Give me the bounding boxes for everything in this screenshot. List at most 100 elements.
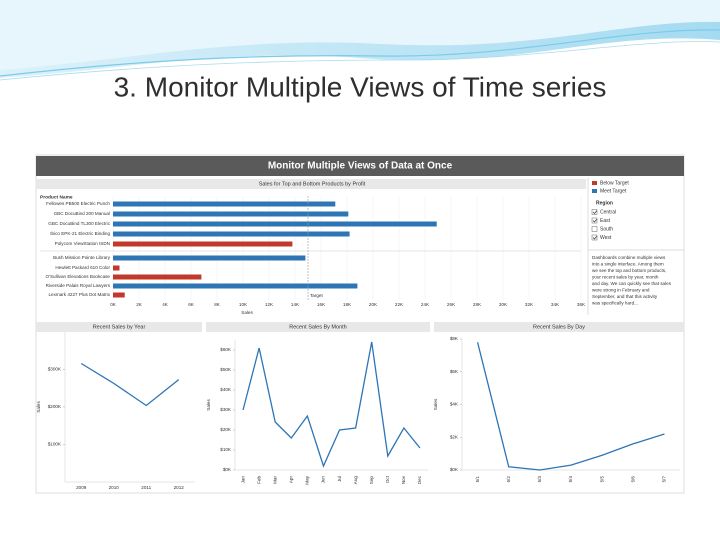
legend-label: Below Target (600, 180, 629, 186)
line (476, 342, 665, 471)
region-label: South (600, 226, 613, 232)
y-tick-label: $100K (48, 442, 62, 447)
checkbox[interactable] (591, 217, 598, 224)
x-tick-label: 5/6 (631, 476, 636, 483)
x-tick-label: 24K (421, 302, 430, 307)
bar (113, 211, 349, 217)
region-label: West (600, 235, 612, 241)
x-tick-label: 20K (369, 302, 378, 307)
slide-title: 3. Monitor Multiple Views of Time series (114, 71, 607, 102)
target-label: Target (310, 293, 323, 298)
x-tick-label: Feb (256, 476, 261, 484)
y-tick-label: $0K (450, 467, 459, 472)
panel-header (206, 322, 430, 332)
x-tick-label: Jun (321, 476, 326, 484)
x-tick-label: 2011 (141, 485, 151, 490)
x-tick-label: 10K (239, 302, 248, 307)
description-line: September, and that this activity (592, 294, 658, 299)
checkmark (592, 218, 598, 223)
category-label: Hewlett Packard 610 Color (55, 265, 110, 270)
x-tick-label: Mar (272, 476, 277, 484)
x-tick-label: 32K (525, 302, 534, 307)
bar (113, 274, 202, 280)
description-line: into a single interface. Among them (592, 262, 664, 267)
chart-title: Recent Sales by Year (93, 324, 146, 330)
x-tick-label: 12K (265, 302, 274, 307)
y-tick-label: $6K (450, 369, 459, 374)
x-tick-label: 4K (162, 302, 169, 307)
bar (113, 221, 437, 227)
checkbox[interactable] (591, 226, 598, 232)
category-label: Lexmark 4227 Plus Dot Matrix (48, 292, 110, 297)
x-tick-label: 30K (499, 302, 508, 307)
description-line: were strong in February and (592, 288, 650, 293)
x-tick-label: Jan (240, 476, 245, 484)
x-tick-label: 5/7 (662, 476, 667, 483)
category-label: O'Sullivan Elevations Bookcase (46, 274, 111, 279)
checkbox[interactable] (591, 234, 598, 241)
x-tick-label: May (305, 475, 310, 484)
line (242, 341, 421, 468)
description-line: was specifically hard... (592, 301, 638, 306)
region-label: Central (600, 209, 616, 215)
region-title: Region (596, 200, 613, 206)
x-tick-label: 22K (395, 302, 404, 307)
legend-swatch (592, 181, 597, 185)
y-tick-label: $50K (220, 367, 232, 372)
x-tick-label: 6K (188, 302, 195, 307)
x-axis-label: Sales (241, 310, 253, 315)
description-line: and day. We can quickly see that sales (592, 281, 672, 286)
checkmark (592, 235, 598, 240)
chart-title: Sales for Top and Bottom Products by Pro… (259, 181, 366, 187)
category-label: Ibico EPK-21 Electric Binding (50, 231, 110, 236)
x-tick-label: 8K (214, 302, 221, 307)
y-axis-label: Sales (433, 398, 438, 410)
bar (113, 292, 125, 298)
category-label: Fellowes PB500 Electric Punch (46, 201, 110, 206)
y-tick-label: $10K (220, 447, 232, 452)
x-tick-label: Aug (353, 476, 358, 485)
y-tick-label: $0K (223, 467, 232, 472)
checkbox[interactable] (591, 209, 598, 215)
y-axis-label: Sales (206, 399, 211, 411)
x-tick-label: Jul (337, 476, 342, 482)
dashboard-header (36, 156, 684, 176)
category-header: Product Name (40, 194, 73, 200)
x-tick-label: 2012 (174, 485, 185, 490)
header-decoration (0, 0, 720, 81)
x-tick-label: 2009 (76, 485, 87, 490)
category-label: Polycom ViewStation ISDN (55, 241, 110, 246)
chart-title: Recent Sales By Month (289, 324, 346, 330)
x-tick-label: Apr (289, 476, 294, 484)
bar (113, 255, 306, 261)
bar (113, 201, 336, 207)
y-tick-label: $8K (450, 336, 459, 341)
x-tick-label: 5/1 (475, 476, 480, 483)
y-tick-label: $4K (450, 402, 459, 407)
dashboard: Monitor Multiple Views of Data at Once R… (35, 154, 685, 494)
bar (113, 265, 120, 271)
x-tick-label: Sep (369, 476, 374, 485)
x-tick-label: 5/4 (568, 476, 573, 483)
checkmark (592, 210, 598, 215)
description-line: your recent sales by year, month (592, 275, 659, 280)
dashboard-title: Monitor Multiple Views of Data at Once (268, 161, 453, 172)
panel-header (434, 322, 684, 332)
y-tick-label: $200K (48, 404, 62, 409)
x-tick-label: 18K (343, 302, 352, 307)
legend-label: Meet Target (600, 188, 627, 194)
y-tick-label: $30K (220, 407, 232, 412)
region-label: East (600, 218, 611, 224)
x-tick-label: 0K (110, 302, 117, 307)
dashboard-content: Central East South West Dashboards combine m… (36, 180, 680, 490)
x-tick-label: Oct (385, 475, 390, 483)
x-tick-label: Nov (401, 475, 406, 484)
x-tick-label: 2K (136, 302, 143, 307)
description-line: Dashboards combine multiple views (592, 255, 666, 260)
x-tick-label: 2010 (109, 485, 120, 490)
bar (113, 283, 358, 289)
y-tick-label: $20K (220, 427, 232, 432)
category-label: GBC DocuBind 200 Manual (54, 211, 110, 216)
